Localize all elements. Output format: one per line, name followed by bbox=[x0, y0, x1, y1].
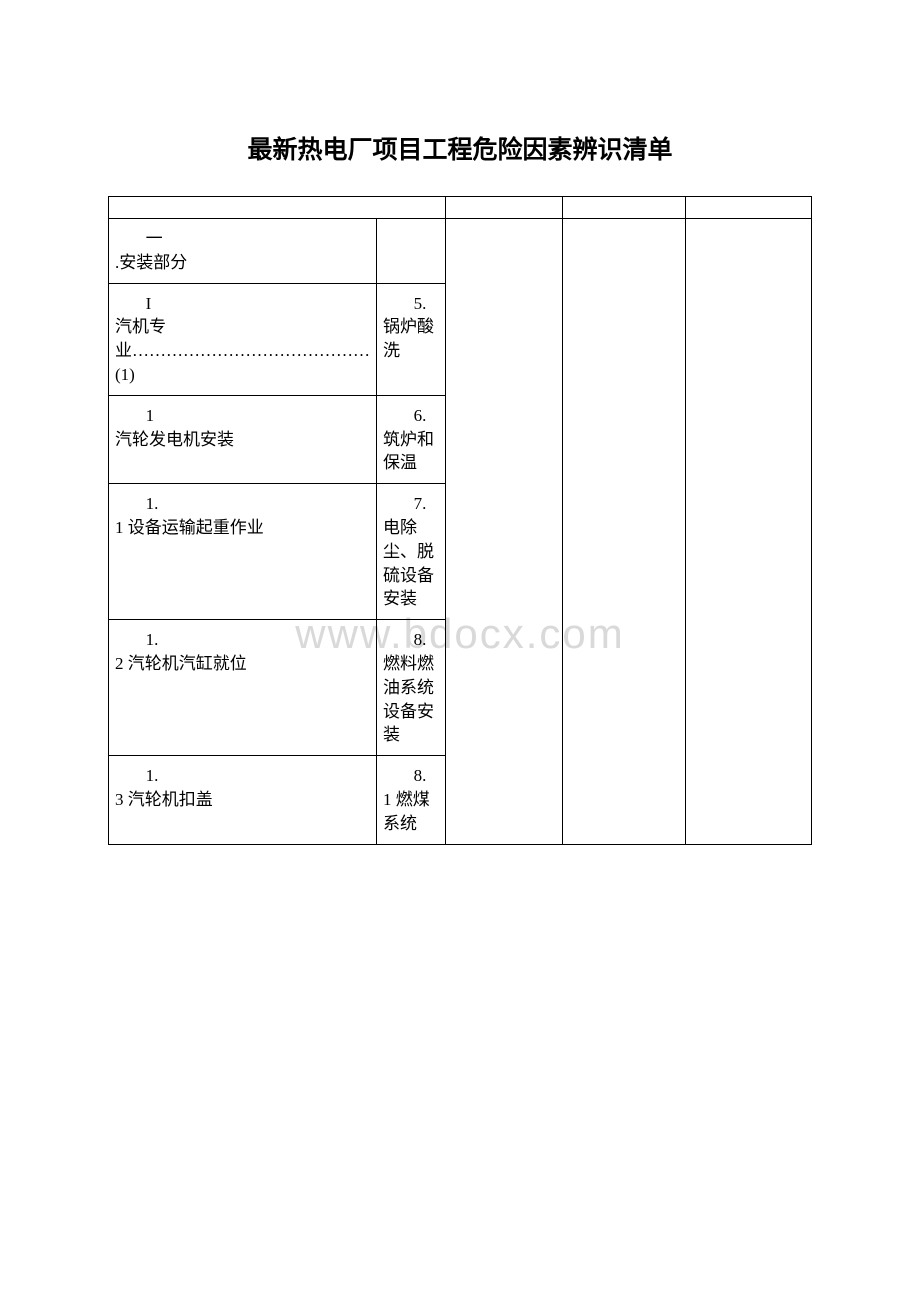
cell-r4-c1: 1. 1 设备运输起重作业 bbox=[109, 484, 377, 620]
cell-text: .安装部分 bbox=[115, 251, 370, 275]
cell-num: 1. bbox=[115, 764, 370, 788]
cell-num: 5. bbox=[383, 292, 439, 316]
cell-r5-c2: 8. 燃料燃油系统设备安装 bbox=[377, 620, 446, 756]
cell-num: 8. bbox=[383, 764, 439, 788]
cell-text: 筑炉和保温 bbox=[383, 428, 439, 476]
header-cell-4 bbox=[686, 197, 812, 219]
cell-r6-c1: 1. 3 汽轮机扣盖 bbox=[109, 756, 377, 844]
cell-num: 8. bbox=[383, 628, 439, 652]
page-title: 最新热电厂项目工程危险因素辨识清单 bbox=[0, 0, 920, 196]
cell-text: 汽轮发电机安装 bbox=[115, 428, 370, 452]
cell-num: 一 bbox=[115, 227, 370, 251]
cell-num: 1 bbox=[115, 404, 370, 428]
cell-num: 6. bbox=[383, 404, 439, 428]
cell-text: 2 汽轮机汽缸就位 bbox=[115, 652, 370, 676]
header-cell-1 bbox=[109, 197, 446, 219]
cell-r1-c1: 一 .安装部分 bbox=[109, 219, 377, 284]
table-row: 一 .安装部分 bbox=[109, 219, 812, 284]
cell-text: 1 燃煤系统 bbox=[383, 788, 439, 836]
hazard-table: 一 .安装部分 I 汽机专业……………………………………(1) 5. 锅炉酸洗 bbox=[108, 196, 812, 845]
header-cell-3 bbox=[562, 197, 685, 219]
cell-r3-c1: 1 汽轮发电机安装 bbox=[109, 395, 377, 483]
cell-text: 电除尘、脱硫设备安装 bbox=[383, 516, 439, 611]
header-cell-2 bbox=[446, 197, 563, 219]
cell-r1-c3 bbox=[446, 219, 563, 845]
cell-r6-c2: 8. 1 燃煤系统 bbox=[377, 756, 446, 844]
cell-r1-c5 bbox=[686, 219, 812, 845]
table-header-row bbox=[109, 197, 812, 219]
cell-text: 1 设备运输起重作业 bbox=[115, 516, 370, 540]
cell-text: 锅炉酸洗 bbox=[383, 315, 439, 363]
table-container: 一 .安装部分 I 汽机专业……………………………………(1) 5. 锅炉酸洗 bbox=[0, 196, 920, 845]
cell-r4-c2: 7. 电除尘、脱硫设备安装 bbox=[377, 484, 446, 620]
cell-text: 燃料燃油系统设备安装 bbox=[383, 652, 439, 747]
cell-text: 3 汽轮机扣盖 bbox=[115, 788, 370, 812]
cell-r3-c2: 6. 筑炉和保温 bbox=[377, 395, 446, 483]
cell-r2-c2: 5. 锅炉酸洗 bbox=[377, 283, 446, 395]
cell-num: 1. bbox=[115, 492, 370, 516]
cell-r1-c2 bbox=[377, 219, 446, 284]
cell-num: 7. bbox=[383, 492, 439, 516]
cell-r2-c1: I 汽机专业……………………………………(1) bbox=[109, 283, 377, 395]
cell-num: I bbox=[115, 292, 370, 316]
cell-text: 汽机专业……………………………………(1) bbox=[115, 315, 370, 386]
cell-r1-c4 bbox=[562, 219, 685, 845]
cell-num: 1. bbox=[115, 628, 370, 652]
cell-r5-c1: 1. 2 汽轮机汽缸就位 bbox=[109, 620, 377, 756]
